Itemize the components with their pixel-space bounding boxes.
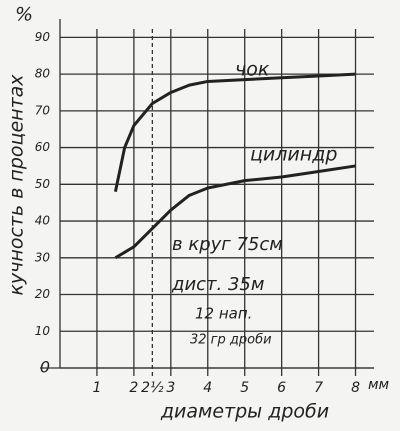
y-tick-label: 20: [35, 287, 51, 301]
y-tick-label: 90: [35, 30, 51, 44]
x-tick-label: 3: [166, 380, 175, 396]
y-tick-label: 10: [35, 324, 51, 338]
x-tick-label: 2½: [141, 380, 164, 396]
y-axis-label: кучность в процентах: [6, 74, 28, 296]
annotation: дист. 35м: [171, 274, 264, 295]
y-tick-label: 80: [35, 67, 51, 81]
y-tick-label: 30: [35, 250, 51, 264]
series-label: чок: [235, 59, 270, 81]
x-axis-label: диаметры дроби: [160, 401, 329, 423]
y-tick-label: 60: [35, 140, 51, 154]
y-unit: %: [15, 4, 33, 26]
y-tick-label: 50: [35, 177, 51, 191]
annotation: 32 гр дроби: [190, 333, 272, 348]
x-tick-label: 6: [277, 380, 286, 396]
annotation: 12 нап.: [195, 305, 252, 323]
x-tick-label: 8: [351, 380, 360, 396]
series-label: цилиндр: [250, 144, 337, 166]
x-unit: мм: [368, 377, 390, 393]
annotation: в круг 75см: [172, 234, 283, 255]
x-tick-label: 4: [203, 380, 212, 396]
y-tick-label: 0: [40, 358, 50, 377]
y-tick-label: 70: [35, 103, 51, 117]
series-line: [114, 164, 356, 260]
x-tick-label: 7: [314, 380, 323, 396]
y-tick-label: 40: [35, 214, 51, 228]
x-tick-label: 1: [92, 380, 101, 396]
x-tick-label: 2: [129, 380, 138, 396]
series-line: [113, 72, 356, 192]
x-tick-label: 5: [240, 380, 249, 396]
